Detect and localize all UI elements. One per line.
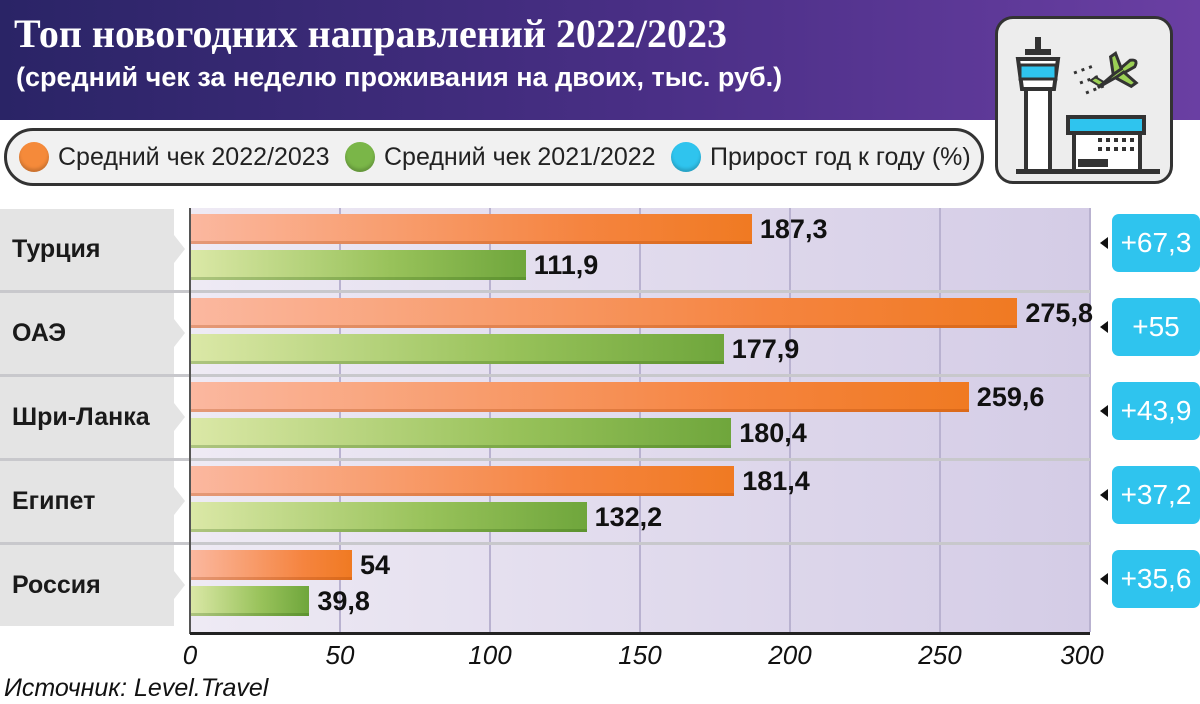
category-label-bg [0,377,185,458]
growth-pointer-icon [1100,489,1108,501]
category-label: Россия [12,571,101,599]
value-label: 111,9 [533,250,599,280]
category-label-bg [0,209,185,290]
value-label: 180,4 [739,418,807,448]
legend-label: Прирост год к году (%) [710,142,971,171]
x-axis-line [190,632,1090,635]
category-label: Шри-Ланка [12,403,150,431]
growth-pointer-icon [1100,321,1108,333]
x-tick-label: 150 [618,640,662,670]
growth-badge: +55 [1112,298,1200,356]
row-separator [0,290,1090,293]
airport-illustration [1015,37,1160,174]
category-label: Египет [12,487,96,515]
legend-label: Средний чек 2022/2023 [58,142,330,171]
value-label: 132,2 [594,502,663,532]
y-axis-line [189,208,191,634]
bar-2021-2022 [190,586,310,616]
growth-badge: +67,3 [1112,214,1200,272]
growth-pointer-icon [1100,237,1108,249]
bar-2021-2022 [190,502,587,532]
x-tick-label: 200 [768,640,812,670]
legend-item-2022-2023: Средний чек 2022/2023 [19,131,330,183]
bar-2022-2023 [190,466,735,496]
growth-badge: +35,6 [1112,550,1200,608]
row-separator [0,458,1090,461]
bar-2021-2022 [190,418,732,448]
category-label-shape [0,545,185,626]
legend-item-2021-2022: Средний чек 2021/2022 [345,131,656,183]
bar-2022-2023 [190,214,752,244]
category-label-bg [0,461,185,542]
category-label-shape [0,293,185,374]
category-label-shape [0,209,185,290]
legend-dot-blue-icon [671,142,701,172]
value-label: 54 [360,550,391,580]
category-label-shape [0,377,185,458]
source-note: Источник: Level.Travel [4,674,269,702]
chart-subtitle: (средний чек за неделю проживания на дво… [16,62,783,92]
category-label: Турция [12,235,101,263]
value-label: 177,9 [731,334,800,364]
gridline [1089,208,1091,632]
growth-pointer-icon [1100,573,1108,585]
legend-dot-green-icon [345,142,375,172]
legend-item-growth: Прирост год к году (%) [671,131,971,183]
category-label: ОАЭ [12,319,67,347]
x-tick-label: 300 [1060,640,1104,670]
category-label-box: ОАЭ [0,293,186,374]
x-tick-label: 100 [468,640,512,670]
category-label-shape [0,461,185,542]
x-tick-label: 250 [918,640,962,670]
growth-pointer-icon [1100,405,1108,417]
chart-title: Топ новогодних направлений 2022/2023 [14,11,727,56]
x-tick-label: 50 [325,640,355,670]
row-separator [0,374,1090,377]
gridline [939,208,941,632]
growth-badge: +37,2 [1112,466,1200,524]
row-separator [0,542,1090,545]
value-label: 39,8 [317,586,370,616]
bar-2022-2023 [190,550,352,580]
bar-2022-2023 [190,382,969,412]
gridline [789,208,791,632]
category-label-box: Россия [0,545,186,626]
bar-2022-2023 [190,298,1018,328]
category-label-bg [0,545,185,626]
category-label-bg [0,293,185,374]
value-label: 275,8 [1025,298,1093,328]
category-label-box: Египет [0,461,186,542]
category-label-box: Шри-Ланка [0,377,186,458]
value-label: 187,3 [759,214,828,244]
growth-badge: +43,9 [1112,382,1200,440]
airport-icon [995,16,1173,184]
x-tick-label: 0 [182,640,198,670]
value-label: 259,6 [976,382,1045,412]
legend-label: Средний чек 2021/2022 [384,142,656,171]
bar-2021-2022 [190,250,526,280]
value-label: 181,4 [742,466,810,496]
legend: Средний чек 2022/2023 Средний чек 2021/2… [4,128,984,186]
category-label-box: Турция [0,209,186,290]
bar-2021-2022 [190,334,724,364]
legend-dot-orange-icon [19,142,49,172]
